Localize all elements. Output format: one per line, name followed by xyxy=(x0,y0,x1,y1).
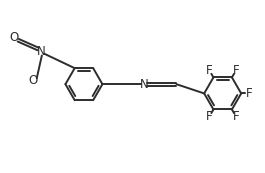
Text: F: F xyxy=(233,64,239,77)
Text: F: F xyxy=(206,64,213,77)
Text: O: O xyxy=(28,74,38,87)
Text: F: F xyxy=(206,110,213,123)
Text: O: O xyxy=(9,31,18,44)
Text: F: F xyxy=(246,87,252,100)
Text: N: N xyxy=(37,45,45,58)
Text: F: F xyxy=(233,110,239,123)
Text: N: N xyxy=(140,78,148,91)
